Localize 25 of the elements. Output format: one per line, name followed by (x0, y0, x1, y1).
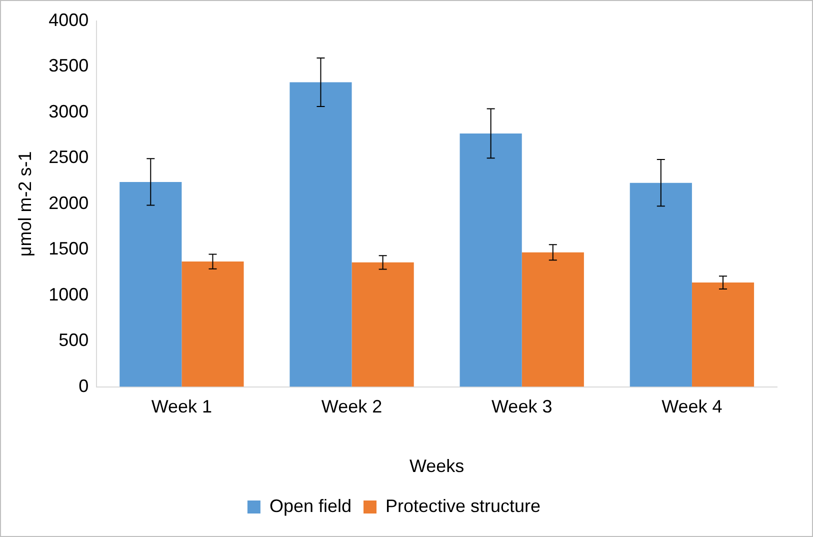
bar (120, 182, 182, 387)
bar (522, 252, 584, 387)
y-axis-title: μmol m-2 s-1 (14, 151, 35, 257)
legend-label: Protective structure (386, 496, 541, 516)
x-tick-label: Week 4 (662, 396, 722, 417)
y-tick-label: 500 (58, 330, 89, 350)
x-tick-label: Week 1 (151, 396, 212, 417)
y-tick-label: 1500 (48, 238, 89, 259)
bar (182, 262, 244, 387)
legend-label: Open field (269, 496, 352, 516)
bar (692, 282, 754, 387)
bar (630, 182, 692, 387)
y-tick-label: 3000 (48, 101, 89, 122)
y-tick-label: 1000 (48, 284, 89, 304)
x-tick-label: Week 3 (492, 396, 552, 417)
x-axis-title: Weeks (409, 456, 464, 476)
y-tick-label: 2500 (48, 147, 89, 168)
y-tick-label: 2000 (48, 192, 89, 213)
bar (352, 262, 414, 387)
y-tick-label: 4000 (48, 10, 89, 30)
x-tick-label: Week 2 (321, 396, 382, 417)
bar (290, 82, 352, 387)
y-tick-label: 3500 (48, 56, 89, 76)
bar (460, 133, 522, 387)
y-tick-label: 0 (78, 376, 89, 396)
